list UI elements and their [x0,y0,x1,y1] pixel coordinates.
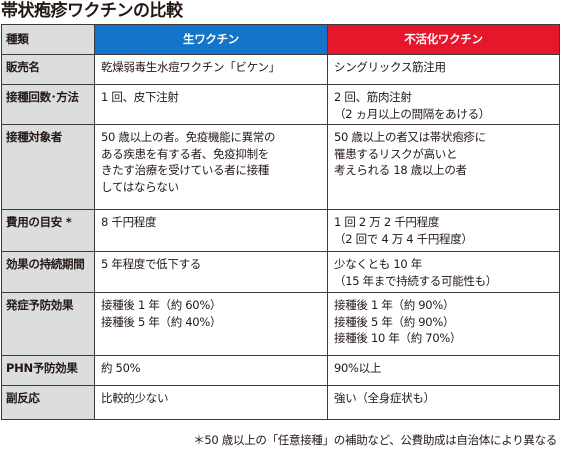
footnote: ＊50 歳以上の「任意接種」の補助など、公費助成は自治体により異なる [193,433,557,447]
live-cell: 接種後 1 年（約 60%） 接種後 5 年（約 40%） [94,292,328,356]
live-cell: 1 回、皮下注射 [94,84,328,125]
table-row: 接種回数･方法 1 回、皮下注射 2 回、筋肉注射 （2 ヵ月以上の間隔をあける… [1,84,560,125]
live-cell: 50 歳以上の者。免疫機能に異常の ある疾患を有する者、免疫抑制を きたす治療を… [94,124,328,210]
header-row: 種類 生ワクチン 不活化ワクチン [1,24,560,55]
header-live-vaccine: 生ワクチン [94,24,328,55]
live-cell: 約 50% [94,355,328,386]
inactivated-cell: 接種後 1 年（約 90%） 接種後 5 年（約 90%） 接種後 10 年（約… [327,292,560,356]
row-label: 効果の持続期間 [1,251,95,293]
inactivated-cell: 少なくとも 10 年 （15 年まで持続する可能性も） [327,251,560,293]
row-label: 発症予防効果 [1,292,95,356]
comparison-table: 種類 生ワクチン 不活化ワクチン 販売名 乾燥弱毒生水痘ワクチン「ビケン」 シン… [1,24,560,420]
page-title: 帯状疱疹ワクチンの比較 [1,1,183,21]
row-label: 副反応 [1,385,95,420]
live-cell: 比較的少ない [94,385,328,420]
inactivated-cell: 強い（全身症状も） [327,385,560,420]
table-row: 発症予防効果 接種後 1 年（約 60%） 接種後 5 年（約 40%） 接種後… [1,292,560,356]
inactivated-cell: 1 回 2 万 2 千円程度 （2 回で 4 万 4 千円程度） [327,209,560,252]
live-cell: 5 年程度で低下する [94,251,328,293]
live-cell: 乾燥弱毒生水痘ワクチン「ビケン」 [94,54,328,85]
row-label: PHN予防効果 [1,355,95,386]
table-row: 販売名 乾燥弱毒生水痘ワクチン「ビケン」 シングリックス筋注用 [1,54,560,85]
inactivated-cell: 90%以上 [327,355,560,386]
table-row: 効果の持続期間 5 年程度で低下する 少なくとも 10 年 （15 年まで持続す… [1,251,560,293]
row-label: 費用の目安 * [1,209,95,252]
table-row: 副反応 比較的少ない 強い（全身症状も） [1,385,560,420]
inactivated-cell: シングリックス筋注用 [327,54,560,85]
table-row: 費用の目安 * 8 千円程度 1 回 2 万 2 千円程度 （2 回で 4 万 … [1,209,560,252]
live-cell: 8 千円程度 [94,209,328,252]
header-type-label: 種類 [1,24,95,55]
row-label: 接種対象者 [1,124,95,210]
inactivated-cell: 2 回、筋肉注射 （2 ヵ月以上の間隔をあける） [327,84,560,125]
row-label: 販売名 [1,54,95,85]
table-row: PHN予防効果 約 50% 90%以上 [1,355,560,386]
inactivated-cell: 50 歳以上の者又は帯状疱疹に 罹患するリスクが高いと 考えられる 18 歳以上… [327,124,560,210]
row-label: 接種回数･方法 [1,84,95,125]
table-row: 接種対象者 50 歳以上の者。免疫機能に異常の ある疾患を有する者、免疫抑制を … [1,124,560,210]
header-inactivated-vaccine: 不活化ワクチン [327,24,560,55]
